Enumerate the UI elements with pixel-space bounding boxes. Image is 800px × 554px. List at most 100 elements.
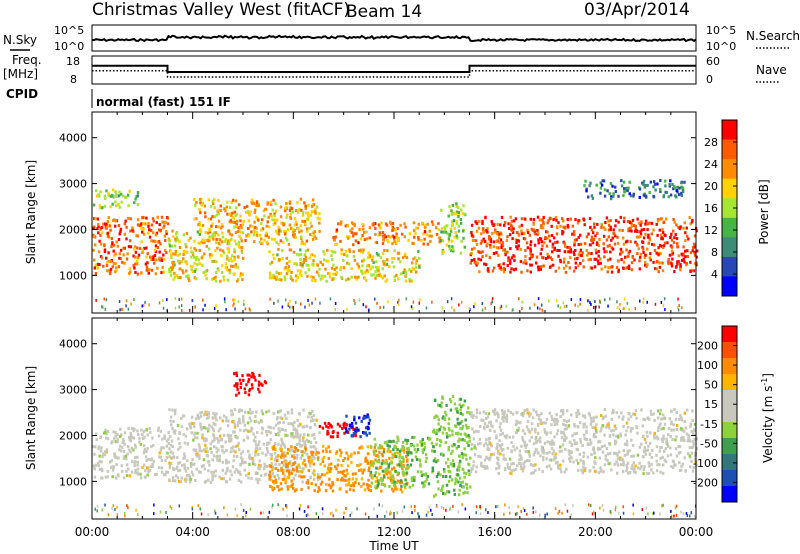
echo-cell [403,268,406,272]
echo-cell [428,229,431,233]
echo-cell [684,249,687,253]
echo-cell [517,239,520,243]
echo-cell [219,416,222,420]
echo-cell [213,307,216,311]
echo-cell [589,438,592,442]
echo-cell [594,234,597,238]
echo-cell [112,243,116,247]
echo-cell [432,494,436,498]
echo-cell [510,462,513,466]
echo-cell [171,445,174,449]
echo-cell [240,480,243,484]
echo-cell [671,182,674,186]
echo-cell [282,471,285,475]
echo-cell [279,271,283,275]
echo-cell [617,268,620,272]
echo-cell [299,258,302,261]
echo-cell [315,451,318,455]
echo-cell [277,427,280,431]
echo-cell [389,472,392,476]
echo-cell [186,466,190,470]
echo-cell [233,372,236,376]
echo-cell [473,305,475,309]
echo-cell [391,456,394,460]
echo-cell [96,266,99,270]
echo-cell [108,224,112,228]
echo-cell [362,303,365,307]
echo-cell [572,250,575,254]
echo-cell [503,223,506,227]
echo-cell [361,471,364,475]
echo-cell [507,256,510,260]
echo-cell [488,421,491,425]
echo-cell [612,433,615,437]
echo-cell [374,458,377,462]
echo-cell [255,200,259,204]
echo-cell [332,272,335,276]
echo-cell [273,451,277,455]
echo-cell [634,307,637,311]
echo-cell [553,248,556,252]
echo-cell [565,304,568,308]
echo-cell [223,433,226,437]
echo-cell [133,247,136,251]
echo-cell [129,270,132,274]
echo-cell [653,419,656,423]
echo-cell [602,470,605,474]
echo-cell [413,256,417,260]
echo-cell [677,254,680,258]
echo-cell [450,478,454,482]
echo-cell [220,223,224,226]
echo-cell [489,245,492,249]
echo-cell [552,449,555,453]
echo-cell [419,463,422,467]
echo-cell [101,305,103,309]
echo-cell [691,469,695,473]
echo-cell [328,477,331,481]
echo-cell [597,440,600,444]
echo-cell [220,264,224,268]
echo-cell [284,428,287,432]
echo-cell [332,236,335,239]
echo-cell [368,253,372,257]
echo-cell [342,459,345,462]
echo-cell [166,216,169,220]
echo-cell [499,446,502,450]
echo-cell [114,252,117,256]
echo-cell [447,490,451,494]
echo-cell [669,236,672,239]
echo-cell [577,235,580,239]
echo-cell [607,462,610,466]
echo-cell [202,271,205,275]
echo-cell [372,223,375,227]
echo-cell [147,224,150,228]
echo-cell [686,249,689,253]
echo-cell [372,273,375,277]
echo-cell [633,229,637,233]
echo-cell [134,250,138,254]
echo-cell [204,273,207,277]
echo-cell [479,441,482,445]
echo-cell [177,447,180,451]
echo-cell [199,197,202,201]
echo-cell [625,463,628,467]
echo-cell [146,433,149,437]
echo-cell [212,433,215,437]
echo-cell [655,267,659,271]
echo-cell [305,211,308,215]
echo-cell [674,438,677,442]
echo-cell [441,486,444,490]
echo-cell [573,253,576,256]
echo-cell [666,444,670,448]
echo-cell [532,471,535,475]
colorbar-segment [722,217,737,238]
echo-cell [219,279,222,283]
freq-label-line2: [MHz] [3,67,38,81]
echo-cell [244,239,247,242]
echo-cell [626,239,629,243]
echo-cell [171,426,174,430]
echo-cell [334,302,337,305]
echo-cell [662,244,666,248]
echo-cell [423,230,427,233]
echo-cell [423,484,426,488]
